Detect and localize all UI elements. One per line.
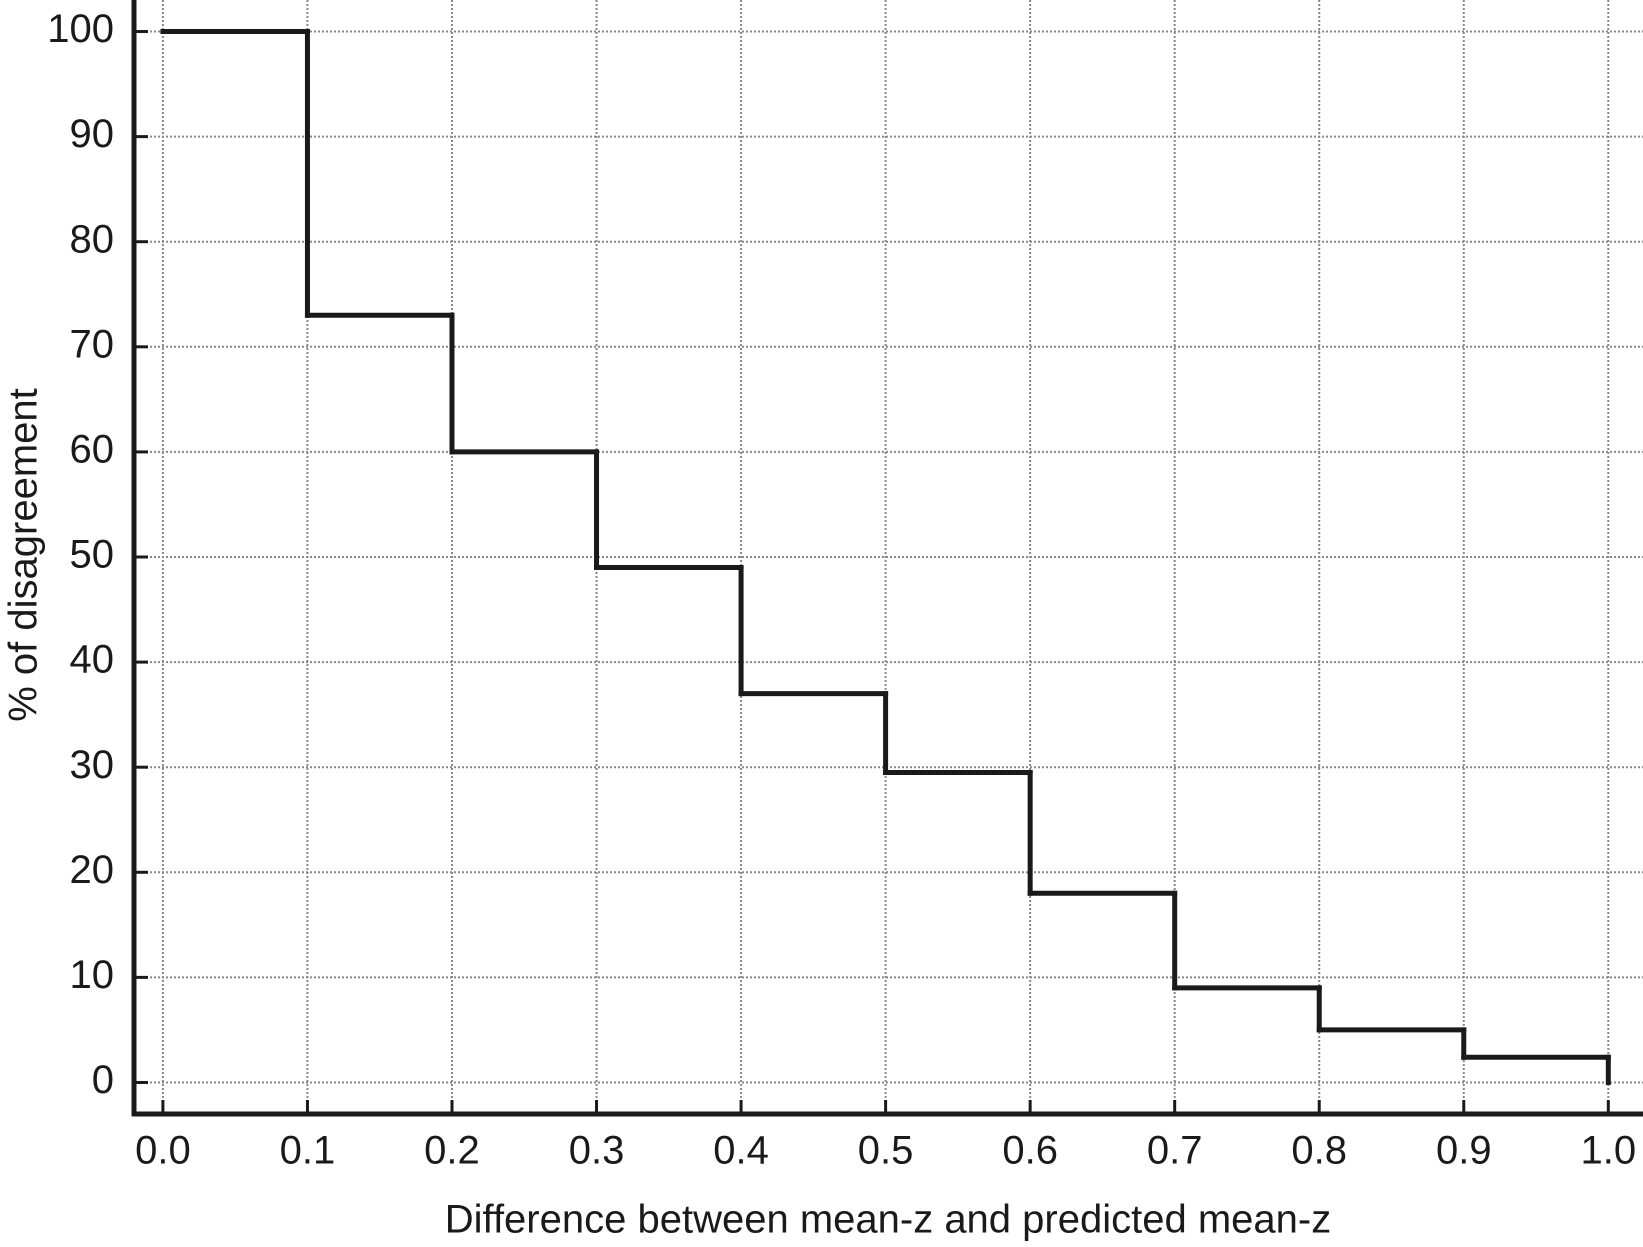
y-tick-label: 0 xyxy=(92,1058,114,1102)
x-tick-label: 0.3 xyxy=(569,1129,625,1173)
y-tick-label: 50 xyxy=(70,533,115,577)
x-tick-label: 0.2 xyxy=(424,1129,480,1173)
x-axis-title: Difference between mean-z and predicted … xyxy=(445,1198,1331,1242)
y-tick-label: 30 xyxy=(70,743,115,787)
y-tick-label: 70 xyxy=(70,322,115,366)
x-tick-label: 0.5 xyxy=(858,1129,914,1173)
x-tick-label: 0.6 xyxy=(1002,1129,1058,1173)
x-tick-label: 1.0 xyxy=(1581,1129,1637,1173)
y-tick-label: 60 xyxy=(70,427,115,471)
x-tick-label: 0.8 xyxy=(1291,1129,1347,1173)
y-tick-label: 40 xyxy=(70,638,115,682)
x-tick-label: 0.4 xyxy=(713,1129,769,1173)
y-tick-label: 100 xyxy=(47,7,114,51)
y-tick-label: 80 xyxy=(70,217,115,261)
x-tick-label: 0.7 xyxy=(1147,1129,1203,1173)
y-tick-label: 10 xyxy=(70,953,115,997)
y-tick-label: 20 xyxy=(70,848,115,892)
y-axis-title: % of disagreement xyxy=(2,388,46,722)
x-tick-label: 0.1 xyxy=(280,1129,336,1173)
y-tick-label: 90 xyxy=(70,112,115,156)
x-tick-label: 0.0 xyxy=(135,1129,191,1173)
x-tick-label: 0.9 xyxy=(1436,1129,1492,1173)
